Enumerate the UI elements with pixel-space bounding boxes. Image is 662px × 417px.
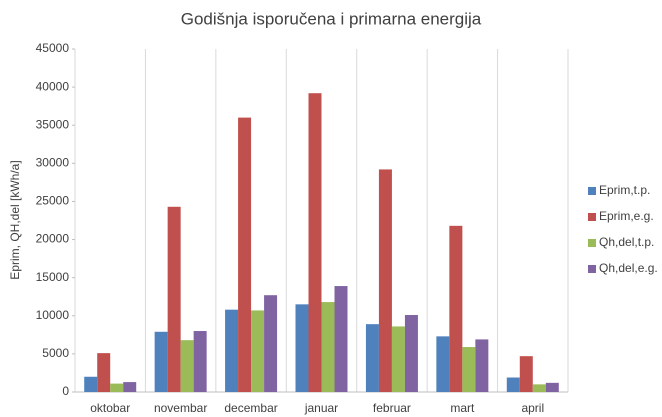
bar — [436, 336, 450, 392]
bar — [238, 117, 252, 392]
legend-swatch — [588, 239, 596, 247]
x-tick-label: januar — [304, 401, 338, 415]
y-tick-label: 15000 — [36, 270, 70, 284]
y-axis-label: Eprim, QH,del [kWh/a] — [8, 160, 22, 279]
legend-swatch — [588, 213, 596, 221]
legend-label: Eprim,t.p. — [599, 183, 650, 197]
legend-label: Qh,del,e.g. — [599, 261, 658, 275]
bar — [193, 331, 207, 392]
y-tick-label: 35000 — [36, 117, 70, 131]
bar — [334, 286, 348, 392]
bar — [404, 315, 418, 392]
y-tick-label: 0 — [62, 384, 69, 398]
bar — [225, 309, 239, 392]
x-tick-label: mart — [450, 401, 475, 415]
bar — [308, 93, 322, 392]
bar — [167, 206, 181, 392]
bar — [154, 331, 168, 392]
bar — [462, 347, 476, 392]
bar — [365, 324, 379, 392]
y-tick-label: 5000 — [42, 346, 69, 360]
bar — [506, 377, 520, 392]
y-tick-label: 45000 — [36, 41, 70, 55]
bar — [378, 169, 392, 392]
bar — [449, 225, 463, 392]
x-tick-label: februar — [373, 401, 411, 415]
legend-label: Eprim,e.g. — [599, 209, 654, 223]
y-tick-label: 20000 — [36, 232, 70, 246]
x-tick-label: oktobar — [90, 401, 130, 415]
y-tick-label: 10000 — [36, 308, 70, 322]
bar — [84, 376, 98, 392]
x-tick-label: decembar — [224, 401, 277, 415]
x-tick-label: april — [521, 401, 544, 415]
bar — [110, 383, 124, 392]
chart-title: Godišnja isporučena i primarna energija — [181, 9, 482, 28]
bar — [123, 382, 137, 392]
y-tick-label: 30000 — [36, 156, 70, 170]
bar — [251, 310, 265, 392]
y-tick-label: 40000 — [36, 79, 70, 93]
legend-label: Qh,del,t.p. — [599, 235, 654, 249]
legend-swatch — [588, 265, 596, 273]
bar — [391, 326, 405, 392]
y-tick-label: 25000 — [36, 194, 70, 208]
bar — [545, 382, 559, 392]
bar — [321, 302, 335, 392]
bar — [180, 340, 194, 392]
bar — [475, 339, 489, 392]
bar — [519, 356, 533, 392]
bar — [295, 304, 309, 392]
bar — [532, 384, 546, 392]
legend-swatch — [588, 187, 596, 195]
bar — [97, 353, 111, 392]
x-tick-label: novembar — [154, 401, 207, 415]
bar — [264, 295, 278, 392]
